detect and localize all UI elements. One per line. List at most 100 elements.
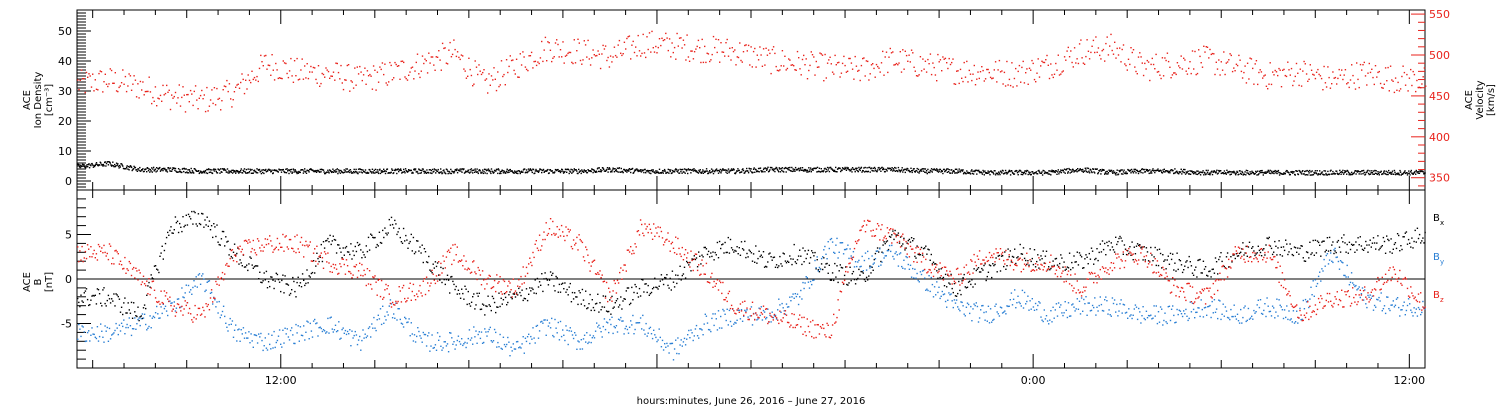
bx-point <box>1120 237 1121 238</box>
velocity-point <box>1212 53 1213 54</box>
bx-point <box>1115 237 1116 238</box>
density-point <box>242 172 243 173</box>
density-point <box>981 172 982 173</box>
by-point <box>167 315 168 316</box>
velocity-point <box>1236 64 1237 65</box>
by-point <box>256 335 257 336</box>
bx-point <box>894 230 895 231</box>
bx-point <box>84 292 85 293</box>
density-point <box>1374 174 1375 175</box>
density-point <box>783 171 784 172</box>
density-point <box>893 168 894 169</box>
density-point <box>773 170 774 171</box>
density-point <box>465 172 466 173</box>
density-point <box>565 169 566 170</box>
density-point <box>1278 170 1279 171</box>
by-point <box>269 344 270 345</box>
density-point <box>103 164 104 165</box>
density-point <box>1088 171 1089 172</box>
bx-point <box>565 292 566 293</box>
by-point <box>142 313 143 314</box>
density-point <box>625 171 626 172</box>
density-point <box>305 171 306 172</box>
velocity-point <box>634 52 635 53</box>
bx-point <box>1411 237 1412 238</box>
bx-point <box>1119 236 1120 237</box>
bx-point <box>87 299 88 300</box>
bx-point <box>309 275 310 276</box>
bx-point <box>566 289 567 290</box>
bx-point <box>1373 237 1374 238</box>
velocity-point <box>727 39 728 40</box>
velocity-point <box>1179 67 1180 68</box>
density-point <box>1060 169 1061 170</box>
velocity-point <box>700 62 701 63</box>
density-point <box>1325 170 1326 171</box>
velocity-point <box>581 64 582 65</box>
density-point <box>957 170 958 171</box>
bx-point <box>437 262 438 263</box>
velocity-point <box>1265 74 1266 75</box>
bx-point <box>592 299 593 300</box>
density-point <box>705 170 706 171</box>
velocity-point <box>309 71 310 72</box>
bx-point <box>165 243 166 244</box>
velocity-point <box>1302 70 1303 71</box>
density-point <box>294 171 295 172</box>
velocity-point <box>861 65 862 66</box>
velocity-point <box>186 94 187 95</box>
bx-point <box>290 293 291 294</box>
velocity-point <box>337 63 338 64</box>
velocity-point <box>447 63 448 64</box>
bx-point <box>899 242 900 243</box>
by-point <box>200 284 201 285</box>
density-point <box>135 167 136 168</box>
bx-point <box>1315 240 1316 241</box>
density-point <box>1152 170 1153 171</box>
by-point <box>296 332 297 333</box>
density-point <box>380 173 381 174</box>
density-point <box>1288 172 1289 173</box>
by-point <box>249 342 250 343</box>
by-point <box>144 314 145 315</box>
density-point <box>1390 172 1391 173</box>
density-point <box>537 170 538 171</box>
density-point <box>568 169 569 170</box>
density-point <box>296 172 297 173</box>
velocity-point <box>1030 70 1031 71</box>
bx-point <box>168 235 169 236</box>
density-point <box>491 168 492 169</box>
bx-point <box>1254 255 1255 256</box>
density-point <box>1363 170 1364 171</box>
velocity-point <box>939 61 940 62</box>
bx-point <box>233 252 234 253</box>
velocity-point <box>512 59 513 60</box>
velocity-point <box>236 84 237 85</box>
velocity-point <box>1119 47 1120 48</box>
velocity-point <box>444 47 445 48</box>
bx-point <box>346 246 347 247</box>
velocity-point <box>1091 46 1092 47</box>
bx-point <box>660 280 661 281</box>
density-point <box>1049 173 1050 174</box>
by-point <box>140 325 141 326</box>
density-point <box>254 170 255 171</box>
density-point <box>476 168 477 169</box>
bx-point <box>568 294 569 295</box>
velocity-point <box>1039 76 1040 77</box>
bx-point <box>583 299 584 300</box>
bx-point <box>1408 239 1409 240</box>
density-point <box>950 173 951 174</box>
bx-point <box>1252 246 1253 247</box>
bx-point <box>833 280 834 281</box>
velocity-point <box>1251 58 1252 59</box>
density-point <box>643 172 644 173</box>
velocity-point <box>1070 50 1071 51</box>
bx-point <box>1213 269 1214 270</box>
velocity-point <box>749 64 750 65</box>
bx-point <box>1103 249 1104 250</box>
by-point <box>88 330 89 331</box>
density-point <box>105 161 106 162</box>
velocity-point <box>1165 60 1166 61</box>
velocity-point <box>1045 59 1046 60</box>
